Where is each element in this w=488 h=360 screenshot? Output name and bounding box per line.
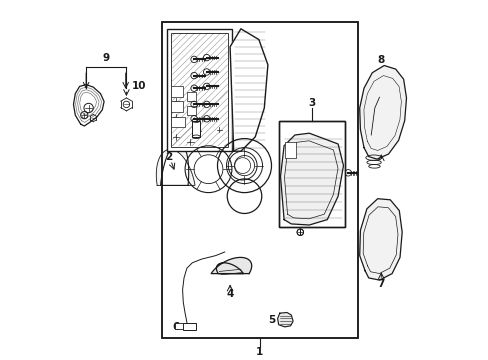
Bar: [175, 323, 183, 329]
Text: 2: 2: [165, 152, 172, 162]
Bar: [192, 121, 200, 137]
Text: 5: 5: [267, 315, 275, 325]
Text: 7: 7: [377, 279, 384, 289]
Polygon shape: [280, 133, 343, 225]
Bar: [167, 29, 231, 151]
Text: 8: 8: [377, 55, 384, 65]
Text: 10: 10: [132, 81, 146, 91]
Polygon shape: [211, 257, 251, 274]
Bar: [183, 323, 196, 330]
Bar: [186, 92, 196, 101]
Text: 4: 4: [226, 289, 233, 300]
Text: 6: 6: [172, 321, 179, 332]
Bar: [278, 121, 345, 227]
Bar: [171, 33, 227, 147]
Polygon shape: [359, 199, 401, 280]
Polygon shape: [359, 66, 406, 159]
Polygon shape: [277, 312, 292, 327]
Text: 9: 9: [102, 53, 109, 63]
Polygon shape: [156, 142, 195, 185]
Bar: [278, 121, 345, 227]
Bar: [170, 117, 185, 127]
Bar: [186, 106, 196, 115]
Text: 1: 1: [256, 347, 263, 357]
Bar: [162, 22, 357, 338]
Bar: [170, 86, 183, 97]
Text: 3: 3: [308, 98, 315, 108]
Polygon shape: [230, 29, 267, 151]
Bar: [170, 101, 183, 112]
Bar: [162, 22, 357, 338]
Bar: [285, 142, 295, 158]
